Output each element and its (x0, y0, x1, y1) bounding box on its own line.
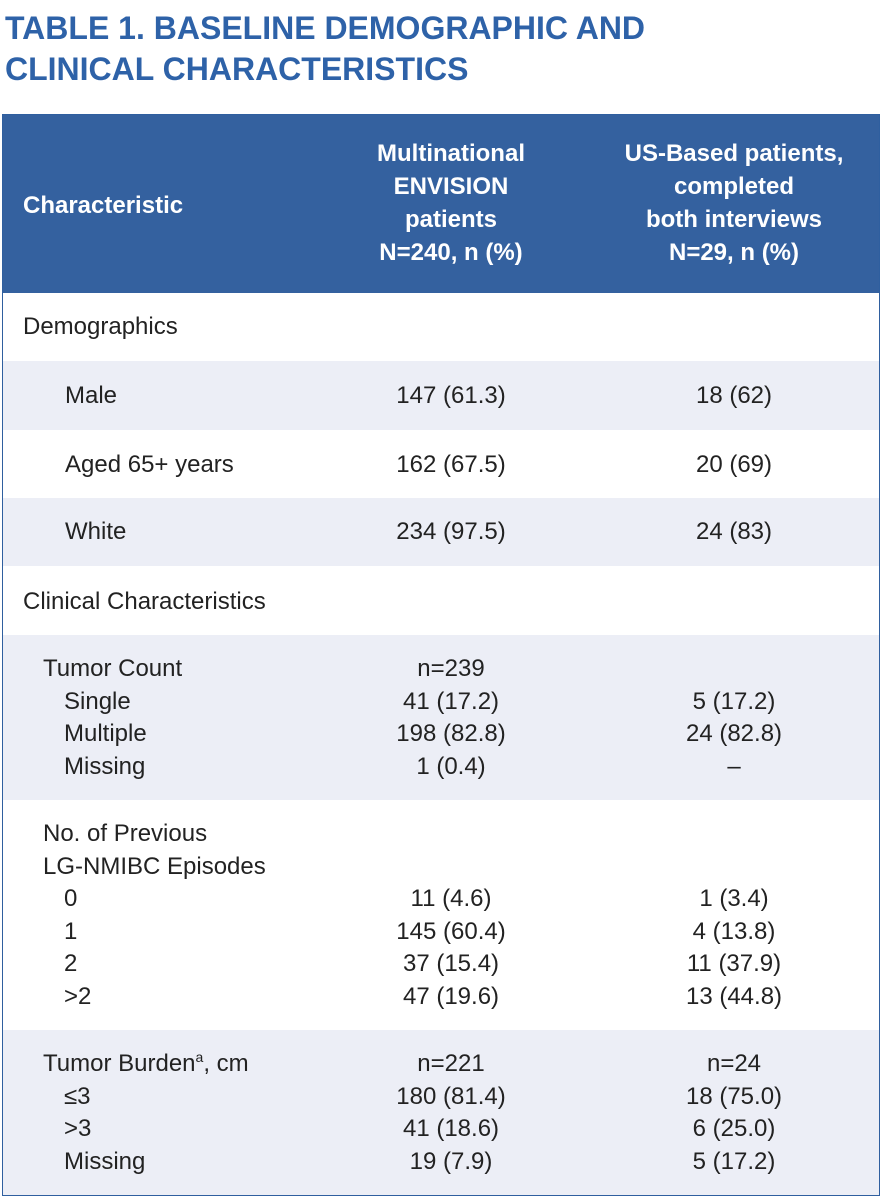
header-col1-line: N=240, n (%) (379, 239, 523, 266)
value-col1: 234 (97.5) (396, 518, 506, 545)
value-col1: 11 (4.6) (410, 885, 492, 912)
table-header: Characteristic Multinational ENVISION pa… (3, 115, 879, 293)
value-col2: 18 (75.0) (685, 1082, 783, 1110)
value-col2: n=24 (706, 1050, 762, 1077)
row-label: Tumor Count (43, 655, 183, 682)
footnote-marker: a (195, 1049, 204, 1065)
value-col1: 180 (81.4) (396, 1082, 506, 1110)
table-row-tumor-burden: Tumor Burdena, cm ≤3 >3 Missing n=221 18… (3, 1030, 879, 1195)
value-col1: n=221 (417, 1050, 485, 1077)
value-col2: 6 (25.0) (692, 1115, 776, 1142)
value-col1-group: 11 (4.6) 145 (60.4) 37 (15.4) 47 (19.6) (321, 883, 581, 1013)
row-sublabel: Single (64, 687, 131, 715)
table-title-line-1: TABLE 1. BASELINE DEMOGRAPHIC AND (5, 10, 646, 46)
row-label: Aged 65+ years (65, 451, 234, 478)
header-col2-line: US-Based patients, (624, 140, 844, 167)
value-col1: 162 (67.5) (396, 451, 506, 478)
row-label: LG-NMIBC Episodes (43, 852, 266, 880)
value-col2: 1 (3.4) (699, 885, 769, 912)
value-col1: 47 (19.6) (402, 982, 500, 1010)
value-col1: n=239 (417, 655, 485, 682)
row-sublabel: 1 (64, 917, 78, 945)
value-col1: 145 (60.4) (396, 917, 506, 945)
header-col2-line: completed (673, 173, 795, 200)
value-col2: 24 (82.8) (685, 720, 783, 747)
value-col1-group: n=221 180 (81.4) 41 (18.6) 19 (7.9) (321, 1048, 581, 1178)
value-col2: 18 (62) (695, 382, 773, 409)
row-label-group: Tumor Count Single Multiple Missing (43, 653, 182, 783)
value-col2: – (727, 752, 741, 780)
row-label: White (65, 518, 127, 545)
value-col1: 147 (61.3) (396, 382, 506, 409)
row-label-group: No. of Previous LG-NMIBC Episodes 0 1 2 … (43, 818, 266, 1013)
row-sublabel: Missing (64, 752, 146, 780)
value-col2-group: n=24 18 (75.0) 6 (25.0) 5 (17.2) (599, 1048, 869, 1178)
tumor-burden-label: Tumor Burden (43, 1050, 196, 1077)
table-title: TABLE 1. BASELINE DEMOGRAPHIC AND CLINIC… (5, 8, 885, 90)
tumor-burden-unit: , cm (203, 1050, 249, 1077)
row-sublabel: 0 (64, 885, 78, 912)
value-col2: 11 (37.9) (686, 950, 782, 977)
row-sublabel: >2 (64, 982, 92, 1010)
table-row: White 234 (97.5) 24 (83) (3, 498, 879, 566)
section-label: Demographics (23, 313, 178, 340)
row-sublabel: >3 (64, 1115, 92, 1142)
value-col1: 1 (0.4) (416, 752, 486, 780)
value-col2-empty (599, 653, 869, 686)
value-col2: 13 (44.8) (685, 982, 783, 1010)
value-col1: 19 (7.9) (409, 1147, 493, 1175)
table-row-previous-episodes: No. of Previous LG-NMIBC Episodes 0 1 2 … (3, 800, 879, 1030)
value-col2: 20 (69) (695, 451, 773, 478)
value-col1-group: n=239 41 (17.2) 198 (82.8) 1 (0.4) (321, 653, 581, 783)
table-title-line-2: CLINICAL CHARACTERISTICS (5, 51, 469, 87)
value-col2-group: 1 (3.4) 4 (13.8) 11 (37.9) 13 (44.8) (599, 883, 869, 1013)
table-row: Male 147 (61.3) 18 (62) (3, 361, 879, 430)
value-col2: 24 (83) (695, 518, 773, 545)
value-col1: 41 (18.6) (402, 1115, 500, 1142)
row-label-group: Tumor Burdena, cm ≤3 >3 Missing (43, 1048, 249, 1178)
row-label: Tumor Burdena, cm (43, 1048, 249, 1081)
value-col2: 5 (17.2) (692, 1147, 776, 1175)
value-col2-group: 5 (17.2) 24 (82.8) – (599, 653, 869, 783)
value-col1: 37 (15.4) (402, 950, 500, 977)
section-label: Clinical Characteristics (23, 588, 266, 615)
value-col1: 41 (17.2) (402, 687, 500, 715)
header-us-based: US-Based patients, completed both interv… (599, 137, 869, 269)
value-col1: 198 (82.8) (396, 720, 506, 747)
row-label: No. of Previous (43, 820, 208, 847)
row-label: Male (65, 382, 118, 409)
table-row: Aged 65+ years 162 (67.5) 20 (69) (3, 430, 879, 498)
value-col2: 5 (17.2) (692, 687, 776, 715)
header-col2-line: N=29, n (%) (668, 239, 800, 266)
row-sublabel: Missing (64, 1147, 146, 1175)
section-row-clinical: Clinical Characteristics (3, 566, 879, 635)
table-row-tumor-count: Tumor Count Single Multiple Missing n=23… (3, 635, 879, 800)
header-characteristic: Characteristic (23, 192, 184, 219)
section-row-demographics: Demographics (3, 293, 879, 361)
value-col2: 4 (13.8) (692, 917, 776, 945)
demographics-table: Characteristic Multinational ENVISION pa… (2, 114, 880, 1196)
header-col1-line: Multinational (377, 140, 525, 167)
header-col2-line: both interviews (645, 206, 823, 233)
header-col1-line: ENVISION (393, 173, 509, 200)
header-col1-line: patients (404, 206, 497, 233)
row-sublabel: ≤3 (64, 1082, 91, 1110)
header-multinational-envision: Multinational ENVISION patients N=240, n… (321, 137, 581, 269)
row-sublabel: Multiple (64, 720, 147, 747)
row-sublabel: 2 (64, 950, 78, 977)
